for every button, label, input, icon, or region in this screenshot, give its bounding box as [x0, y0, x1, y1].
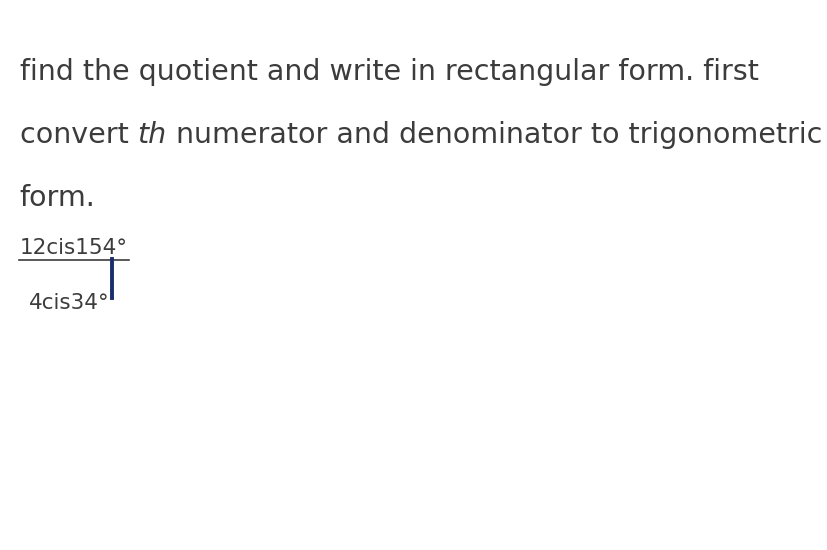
Text: convert: convert: [20, 121, 137, 149]
Text: 12cis154°: 12cis154°: [20, 238, 127, 257]
Text: 4cis34°: 4cis34°: [28, 293, 109, 312]
Text: form.: form.: [20, 184, 96, 212]
Text: th: th: [137, 121, 167, 149]
Text: find the quotient and write in rectangular form. first: find the quotient and write in rectangul…: [20, 58, 758, 86]
Text: numerator and denominator to trigonometric: numerator and denominator to trigonometr…: [167, 121, 821, 149]
